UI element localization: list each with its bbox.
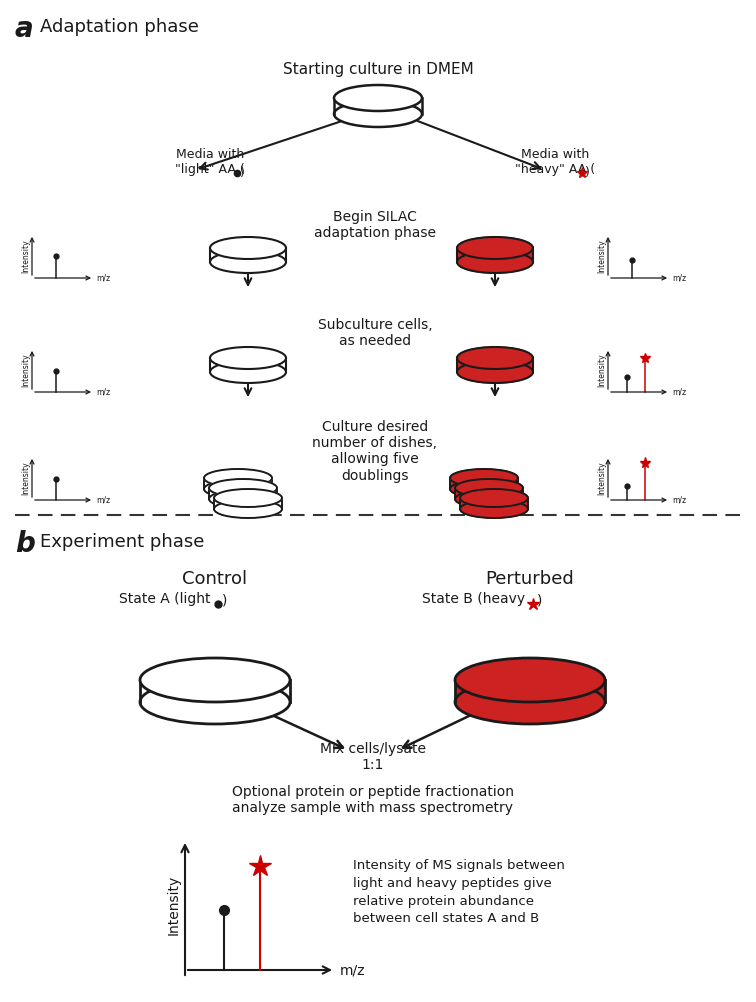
Text: Intensity: Intensity xyxy=(167,875,181,935)
Text: Intensity: Intensity xyxy=(21,461,30,495)
Text: Mix cells/lysate
1:1: Mix cells/lysate 1:1 xyxy=(320,742,426,773)
Text: m/z: m/z xyxy=(672,388,686,397)
Ellipse shape xyxy=(210,237,286,259)
Text: State A (light: State A (light xyxy=(119,592,215,606)
Ellipse shape xyxy=(455,479,523,497)
Text: State B (heavy: State B (heavy xyxy=(423,592,530,606)
Text: Intensity: Intensity xyxy=(597,353,606,387)
Ellipse shape xyxy=(455,658,605,702)
Text: Culture desired
number of dishes,
allowing five
doublings: Culture desired number of dishes, allowi… xyxy=(312,420,438,483)
Ellipse shape xyxy=(450,469,518,487)
Text: m/z: m/z xyxy=(340,963,365,977)
Ellipse shape xyxy=(460,489,528,507)
Ellipse shape xyxy=(209,490,277,508)
Ellipse shape xyxy=(209,479,277,497)
Ellipse shape xyxy=(457,347,533,369)
Text: Media with
"light" AA (: Media with "light" AA ( xyxy=(175,148,245,176)
Ellipse shape xyxy=(204,480,272,498)
Ellipse shape xyxy=(334,101,422,127)
Text: ): ) xyxy=(240,166,245,179)
Text: Subculture cells,
as needed: Subculture cells, as needed xyxy=(318,318,432,349)
Polygon shape xyxy=(450,478,518,489)
Ellipse shape xyxy=(204,469,272,487)
Polygon shape xyxy=(140,680,290,702)
Ellipse shape xyxy=(450,480,518,498)
Polygon shape xyxy=(455,680,605,702)
Text: m/z: m/z xyxy=(672,496,686,504)
Text: ): ) xyxy=(585,166,590,179)
Text: Begin SILAC
adaptation phase: Begin SILAC adaptation phase xyxy=(314,210,436,240)
Text: ): ) xyxy=(537,594,542,608)
Ellipse shape xyxy=(334,85,422,111)
Polygon shape xyxy=(210,358,286,372)
Ellipse shape xyxy=(460,500,528,518)
Text: Control: Control xyxy=(182,570,247,588)
Text: Optional protein or peptide fractionation
analyze sample with mass spectrometry: Optional protein or peptide fractionatio… xyxy=(232,785,514,816)
Text: Intensity: Intensity xyxy=(21,239,30,273)
Polygon shape xyxy=(214,498,282,509)
Ellipse shape xyxy=(457,237,533,259)
Ellipse shape xyxy=(455,680,605,724)
Polygon shape xyxy=(334,98,422,114)
Text: a: a xyxy=(15,15,34,43)
Text: m/z: m/z xyxy=(672,274,686,283)
Text: b: b xyxy=(15,530,35,558)
Ellipse shape xyxy=(455,490,523,508)
Ellipse shape xyxy=(210,250,286,273)
Text: Intensity: Intensity xyxy=(597,461,606,495)
Text: ): ) xyxy=(222,594,228,608)
Text: Experiment phase: Experiment phase xyxy=(40,533,204,551)
Polygon shape xyxy=(457,358,533,372)
Text: Intensity of MS signals between
light and heavy peptides give
relative protein a: Intensity of MS signals between light an… xyxy=(353,859,565,926)
Polygon shape xyxy=(460,498,528,509)
Ellipse shape xyxy=(210,347,286,369)
Text: Media with
"heavy" AA (: Media with "heavy" AA ( xyxy=(515,148,595,176)
Ellipse shape xyxy=(214,500,282,518)
Ellipse shape xyxy=(214,489,282,507)
Text: m/z: m/z xyxy=(96,496,110,504)
Ellipse shape xyxy=(457,250,533,273)
Ellipse shape xyxy=(457,361,533,383)
Text: Intensity: Intensity xyxy=(597,239,606,273)
Ellipse shape xyxy=(140,658,290,702)
Text: Starting culture in DMEM: Starting culture in DMEM xyxy=(283,62,473,77)
Polygon shape xyxy=(210,248,286,262)
Text: m/z: m/z xyxy=(96,388,110,397)
Text: Perturbed: Perturbed xyxy=(485,570,575,588)
Ellipse shape xyxy=(210,361,286,383)
Ellipse shape xyxy=(140,680,290,724)
Polygon shape xyxy=(457,248,533,262)
Text: Intensity: Intensity xyxy=(21,353,30,387)
Text: m/z: m/z xyxy=(96,274,110,283)
Polygon shape xyxy=(209,488,277,499)
Text: Adaptation phase: Adaptation phase xyxy=(40,18,199,36)
Polygon shape xyxy=(204,478,272,489)
Polygon shape xyxy=(455,488,523,499)
